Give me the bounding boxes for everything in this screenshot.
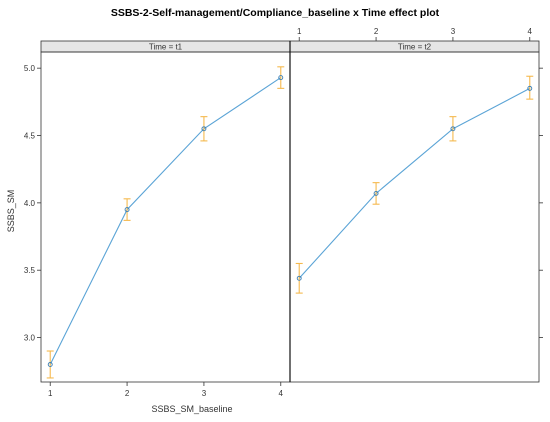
- error-bar: [372, 182, 380, 205]
- data-point: [527, 85, 533, 91]
- error-bar: [526, 75, 534, 100]
- y-axis-label: SSBS_SM: [6, 190, 16, 233]
- x-tick-label: 3: [202, 389, 207, 398]
- x-tick-label: 2: [125, 389, 130, 398]
- y-tick-label: 4.0: [24, 199, 36, 208]
- data-point: [296, 275, 302, 281]
- x-tick-label: 1: [48, 389, 53, 398]
- data-point: [124, 207, 130, 213]
- data-point: [450, 126, 456, 132]
- y-tick-label: 5.0: [24, 64, 36, 73]
- panels-group: Time = t1 1 2 3 4 3.0 3.5 4.0 4.5 5.0 Time = t2 1 2 3…: [24, 27, 543, 398]
- chart-title: SSBS-2-Self-management/Compliance_baseli…: [111, 7, 440, 19]
- error-bar: [200, 116, 208, 142]
- panel-frame: [289, 51, 540, 383]
- error-bar: [295, 262, 303, 294]
- x-tick-label: 2: [374, 27, 379, 36]
- x-tick-label: 3: [451, 27, 456, 36]
- data-point: [373, 190, 379, 196]
- panel-frame: [40, 51, 291, 383]
- x-tick-label: 4: [279, 389, 284, 398]
- y-tick-label: 3.0: [24, 334, 36, 343]
- error-bar: [123, 198, 131, 221]
- strip-label: Time = t2: [398, 43, 432, 52]
- series-line: [298, 87, 531, 279]
- x-axis-label: SSBS_SM_baseline: [151, 404, 232, 414]
- y-tick-label: 4.5: [24, 132, 36, 141]
- panel-1: Time = t1 1 2 3 4 3.0 3.5 4.0 4.5 5.0: [24, 40, 291, 398]
- x-tick-label: 1: [297, 27, 302, 36]
- error-bar: [277, 66, 285, 89]
- series-line: [49, 77, 282, 365]
- y-tick-label: 3.5: [24, 266, 36, 275]
- data-point: [201, 126, 207, 132]
- data-point: [47, 362, 53, 367]
- panel-2: Time = t2 1 2 3 4: [289, 27, 543, 383]
- data-point: [278, 75, 284, 81]
- error-bar: [46, 350, 54, 379]
- x-tick-label: 4: [528, 27, 533, 36]
- error-bar: [449, 116, 457, 142]
- strip-label: Time = t1: [149, 43, 183, 52]
